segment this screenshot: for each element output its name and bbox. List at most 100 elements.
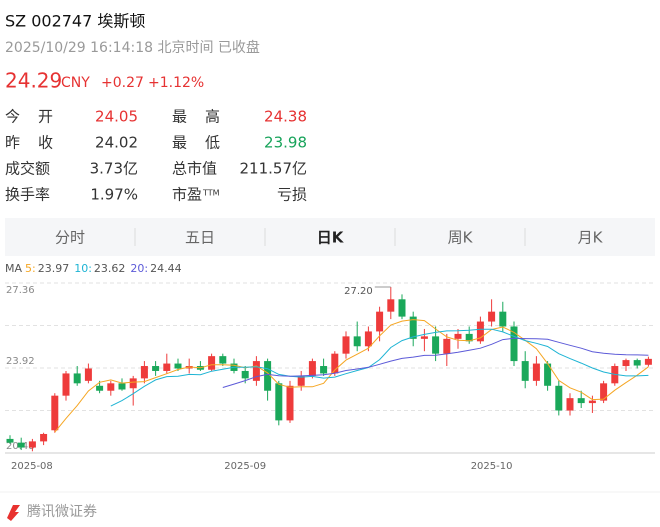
candle-body xyxy=(208,356,216,370)
candle-body xyxy=(174,363,182,369)
stat-label: 总市值 xyxy=(172,160,217,178)
candle-body xyxy=(118,383,126,390)
kline-chart: MA5:23.9710:23.6220:24.4420.4823.9227.36… xyxy=(5,262,655,472)
candle-body xyxy=(532,363,540,381)
candle-body xyxy=(264,361,272,391)
candle-body xyxy=(432,336,440,354)
candle-body xyxy=(409,316,417,339)
candle-body xyxy=(275,383,283,421)
stat-label: 最低 xyxy=(172,134,220,152)
tab-label[interactable]: 五日 xyxy=(185,229,215,247)
candle-body xyxy=(398,299,406,317)
legend-value: 24.44 xyxy=(150,262,182,275)
candle-body xyxy=(622,360,630,367)
candle-body xyxy=(6,438,14,443)
stat-label: 换手率 xyxy=(5,186,50,204)
ma-line xyxy=(54,319,649,433)
candle-body xyxy=(644,358,652,365)
candle-body xyxy=(40,433,48,442)
candle-body xyxy=(633,360,641,366)
stat-value: 24.02 xyxy=(95,134,138,152)
stat-label: 市盈 xyxy=(172,186,202,204)
candle-body xyxy=(286,385,294,421)
candle-body xyxy=(107,383,115,391)
tab-label[interactable]: 月K xyxy=(578,229,604,247)
candle-body xyxy=(331,353,339,374)
candle-body xyxy=(577,398,585,404)
currency: CNY xyxy=(61,75,90,91)
candle-body xyxy=(443,338,451,354)
tabs: 分时 五日 日K 周K 月K xyxy=(55,228,604,247)
ma-line xyxy=(222,337,649,388)
candle-body xyxy=(566,398,574,411)
candle-body xyxy=(163,363,171,371)
candle-body xyxy=(96,385,104,391)
stat-label-sup: TTM xyxy=(202,189,220,198)
brand-name: 腾讯微证券 xyxy=(27,503,97,520)
stat-value: 1.97% xyxy=(90,186,138,204)
last-price: 24.29 xyxy=(5,69,62,93)
candle-body xyxy=(353,336,361,347)
tab[interactable]: 月K xyxy=(578,229,604,247)
tab[interactable]: 五日 xyxy=(185,229,215,247)
candle-body xyxy=(297,375,305,386)
tab[interactable]: 分时 xyxy=(55,229,85,247)
candle-body xyxy=(241,370,249,379)
candle-body xyxy=(140,366,148,379)
y-tick-label: 27.36 xyxy=(6,285,35,296)
stat-value: 24.38 xyxy=(264,108,307,126)
tab[interactable]: 周K xyxy=(448,229,474,247)
candle-body xyxy=(488,311,496,322)
legend-name: 5: xyxy=(25,262,36,275)
candle-body xyxy=(84,368,92,381)
candle-body xyxy=(454,333,462,339)
tab-label[interactable]: 分时 xyxy=(55,229,85,247)
candle-body xyxy=(129,378,137,389)
candle-body xyxy=(252,361,260,381)
y-tick-label: 23.92 xyxy=(6,356,35,367)
tab-bar xyxy=(5,218,655,256)
stat-value: 亏损 xyxy=(277,186,307,204)
brand-logo xyxy=(7,505,20,521)
max-label: 27.20 xyxy=(344,286,373,297)
candle-body xyxy=(17,442,25,448)
x-tick-label: 2025-10 xyxy=(471,461,513,472)
legend-name: 20: xyxy=(130,262,148,275)
price-change: +0.27 xyxy=(101,75,144,91)
candle-body xyxy=(308,361,316,376)
candle-body xyxy=(521,361,529,381)
candle-body xyxy=(420,336,428,339)
candle-body xyxy=(600,383,608,401)
candle-body xyxy=(510,326,518,362)
candle-body xyxy=(476,321,484,342)
stat-label: 成交额 xyxy=(5,160,50,178)
tab[interactable]: 日K xyxy=(317,229,345,247)
candle-body xyxy=(555,385,563,411)
candle-body xyxy=(376,311,384,332)
candle-body xyxy=(73,373,81,384)
stat-label: 最高 xyxy=(172,108,220,126)
stock-title: SZ 002747 埃斯顿 xyxy=(5,12,145,31)
price-change-pct: +1.12% xyxy=(148,75,204,91)
stat-value: 23.98 xyxy=(264,134,307,152)
candle-body xyxy=(51,395,59,431)
candle-body xyxy=(588,400,596,404)
stat-value: 24.05 xyxy=(95,108,138,126)
tab-label[interactable]: 日K xyxy=(317,229,345,247)
candle-body xyxy=(387,299,395,312)
candle-body xyxy=(465,333,473,342)
legend-value: 23.97 xyxy=(38,262,70,275)
candle-body xyxy=(320,366,328,374)
stat-label: 昨收 xyxy=(5,134,53,152)
legend-title: MA xyxy=(5,262,22,275)
candle-body xyxy=(364,331,372,347)
candle-body xyxy=(342,336,350,354)
x-tick-label: 2025-08 xyxy=(11,461,53,472)
ma-line xyxy=(110,328,649,407)
tab-label[interactable]: 周K xyxy=(448,229,474,247)
candle-body xyxy=(62,373,70,396)
candle-body xyxy=(544,363,552,386)
stat-value: 211.57亿 xyxy=(240,160,308,178)
